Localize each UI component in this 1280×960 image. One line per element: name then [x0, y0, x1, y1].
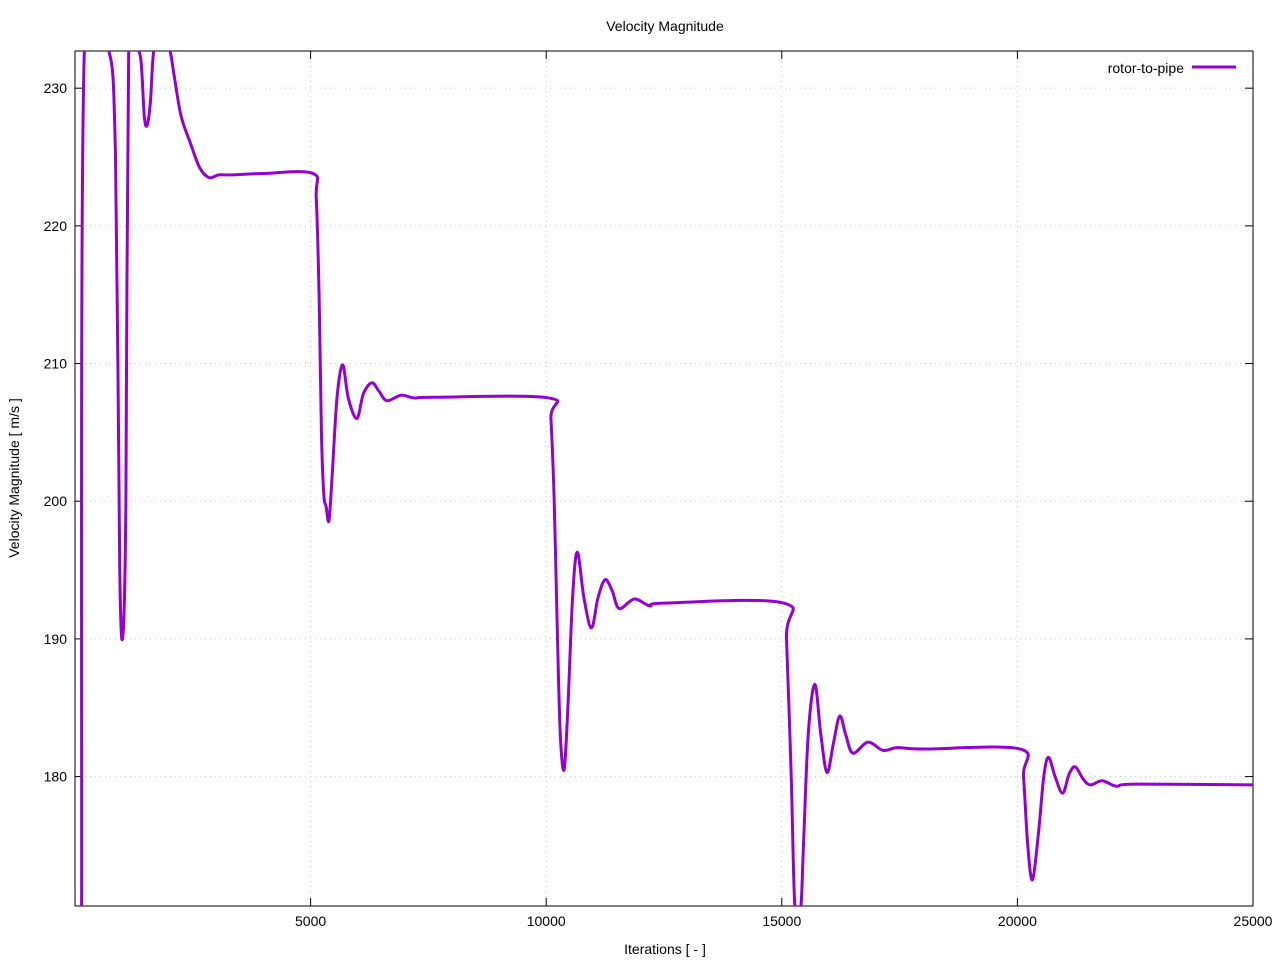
x-tick-label: 10000: [527, 913, 566, 929]
x-tick-label: 25000: [1234, 913, 1273, 929]
legend: rotor-to-pipe: [1108, 60, 1236, 76]
y-tick-label: 220: [44, 218, 68, 234]
y-axis-label: Velocity Magnitude [ m/s ]: [6, 398, 22, 558]
grid: [75, 51, 1253, 906]
legend-label: rotor-to-pipe: [1108, 60, 1184, 76]
y-tick-label: 210: [44, 356, 68, 372]
series-line-rotor-to-pipe: [80, 51, 1253, 906]
y-tick-label: 230: [44, 80, 68, 96]
chart-title: Velocity Magnitude: [606, 18, 724, 34]
x-axis-label: Iterations [ - ]: [624, 941, 706, 957]
y-tick-label: 190: [44, 631, 68, 647]
x-tick-label: 20000: [998, 913, 1037, 929]
ticks: 5000 10000 15000 20000 25000 180 190 200 210 220 2…: [44, 51, 1273, 929]
plot-border: [74, 50, 1254, 907]
y-tick-label: 200: [44, 493, 68, 509]
x-tick-label: 15000: [762, 913, 801, 929]
x-tick-label: 5000: [295, 913, 326, 929]
y-tick-label: 180: [44, 769, 68, 785]
